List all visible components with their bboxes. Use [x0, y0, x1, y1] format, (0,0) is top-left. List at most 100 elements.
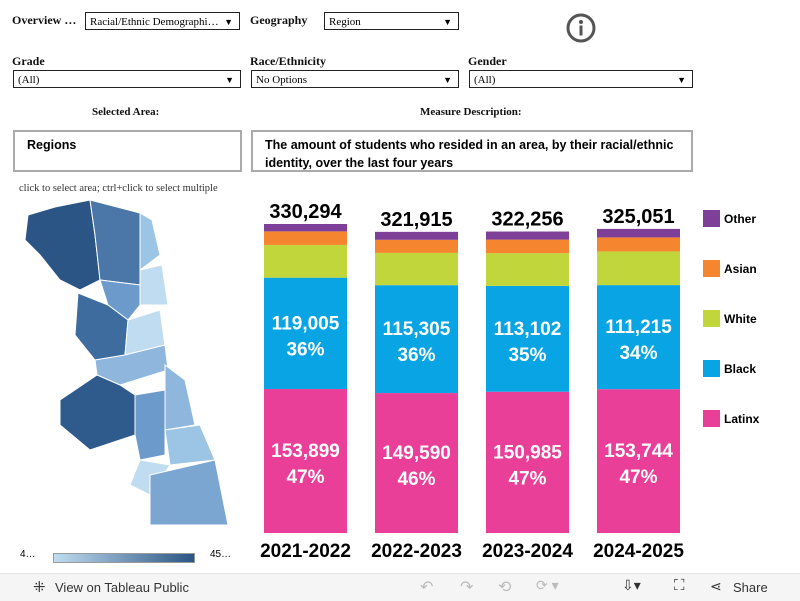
x-tick-label: 2021-2022	[260, 541, 351, 562]
revert-icon[interactable]: ⟲	[498, 579, 512, 596]
geography-dropdown[interactable]: Region ▼	[324, 12, 459, 30]
bar-segment-white[interactable]	[486, 253, 569, 286]
chevron-down-icon: ▼	[224, 17, 233, 27]
x-tick-label: 2023-2024	[482, 541, 573, 562]
race-dropdown[interactable]: No Options ▼	[251, 70, 459, 88]
measure-description-box: The amount of students who resided in an…	[251, 130, 693, 172]
total-label: 330,294	[269, 201, 342, 223]
tableau-logo-icon: ⁜	[33, 579, 46, 596]
fullscreen-icon[interactable]: ⛶	[674, 577, 685, 594]
data-label-percent: 47%	[619, 467, 657, 488]
data-label-value: 150,985	[493, 442, 562, 463]
legend-label: Asian	[724, 262, 757, 276]
bar-segment-latinx[interactable]	[486, 391, 569, 533]
data-label-value: 153,744	[604, 441, 673, 462]
gender-value: (All)	[474, 74, 496, 86]
bar-segment-black[interactable]	[597, 285, 680, 390]
chevron-down-icon: ▼	[443, 17, 452, 27]
selected-area-label: Selected Area:	[92, 106, 160, 118]
redo-icon[interactable]: ↷	[460, 579, 474, 596]
map-region	[24, 199, 101, 291]
geography-value: Region	[329, 16, 361, 28]
gender-dropdown[interactable]: (All) ▼	[469, 70, 693, 88]
legend-swatch-latinx	[703, 410, 720, 427]
legend-label: Black	[724, 362, 756, 376]
bar-segment-black[interactable]	[486, 285, 569, 392]
tableau-toolbar: ⁜ View on Tableau Public ↶ ↷ ⟲ ⟳ ▾ ⇩▾ ⛶ …	[0, 573, 800, 601]
bar-segment-asian[interactable]	[597, 237, 680, 252]
bar-segment-white[interactable]	[375, 252, 458, 286]
undo-icon[interactable]: ↶	[420, 579, 434, 596]
bar-segment-other[interactable]	[597, 228, 680, 238]
region-map[interactable]	[0, 195, 245, 530]
data-label-percent: 46%	[397, 469, 435, 490]
bar-segment-asian[interactable]	[486, 239, 569, 254]
data-label-percent: 36%	[286, 339, 324, 360]
legend-label: Other	[724, 212, 756, 226]
legend-label: Latinx	[724, 412, 760, 426]
bar-segment-other[interactable]	[264, 224, 347, 232]
map-hint: click to select area; ctrl+click to sele…	[19, 183, 218, 194]
map-legend-min: 4…	[20, 549, 36, 560]
data-label-value: 149,590	[382, 443, 451, 464]
chevron-down-icon: ▼	[677, 75, 686, 85]
map-region	[139, 212, 161, 271]
info-circle-icon[interactable]	[566, 13, 596, 43]
legend-swatch-black	[703, 360, 720, 377]
map-region	[134, 389, 166, 461]
overview-label: Overview …	[12, 13, 77, 27]
overview-dropdown[interactable]: Racial/Ethnic Demographi… ▼	[85, 12, 240, 30]
bar-segment-white[interactable]	[264, 244, 347, 278]
refresh-icon[interactable]: ⟳ ▾	[536, 577, 559, 593]
x-tick-label: 2022-2023	[371, 541, 462, 562]
bar-segment-other[interactable]	[486, 231, 569, 240]
share-icon[interactable]: ⋖	[710, 578, 722, 594]
total-label: 325,051	[602, 206, 674, 228]
data-label-value: 111,215	[605, 317, 672, 338]
bar-segment-black[interactable]	[375, 285, 458, 394]
bar-segment-latinx[interactable]	[597, 389, 680, 533]
map-color-legend	[53, 553, 195, 563]
download-icon[interactable]: ⇩▾	[622, 577, 641, 593]
data-label-percent: 47%	[508, 468, 546, 489]
view-on-tableau-link[interactable]: View on Tableau Public	[55, 580, 189, 595]
race-value: No Options	[256, 74, 308, 86]
grade-dropdown[interactable]: (All) ▼	[13, 70, 241, 88]
grade-value: (All)	[18, 74, 40, 86]
chevron-down-icon: ▼	[225, 75, 234, 85]
legend-swatch-asian	[703, 260, 720, 277]
grade-label: Grade	[12, 54, 45, 68]
data-label-value: 115,305	[383, 319, 451, 340]
data-label-percent: 35%	[508, 345, 546, 366]
bar-segment-white[interactable]	[597, 251, 680, 286]
data-label-value: 119,005	[272, 313, 340, 334]
map-region	[99, 279, 141, 321]
map-region	[164, 364, 196, 431]
legend-label: White	[724, 312, 757, 326]
race-label: Race/Ethnicity	[250, 54, 326, 68]
total-label: 322,256	[491, 209, 563, 231]
map-region	[164, 424, 216, 466]
data-label-value: 153,899	[271, 441, 340, 462]
bar-segment-latinx[interactable]	[375, 393, 458, 533]
bar-segment-other[interactable]	[375, 231, 458, 240]
measure-description-label: Measure Description:	[420, 106, 522, 118]
total-label: 321,915	[380, 209, 452, 231]
chevron-down-icon: ▼	[443, 75, 452, 85]
map-legend-max: 45…	[210, 549, 232, 560]
bar-segment-asian[interactable]	[375, 239, 458, 253]
gender-label: Gender	[468, 54, 507, 68]
map-region	[149, 459, 229, 526]
legend-swatch-white	[703, 310, 720, 327]
map-region	[139, 264, 169, 306]
share-button[interactable]: Share	[733, 580, 768, 595]
stacked-bar-chart: 153,899 47% 119,005 36% 330,294 2021-2022 149,…	[260, 201, 760, 562]
bar-segment-asian[interactable]	[264, 231, 347, 245]
data-label-percent: 34%	[619, 343, 657, 364]
selected-area-box: Regions	[13, 130, 242, 172]
bar-segment-black[interactable]	[264, 277, 347, 390]
overview-value: Racial/Ethnic Demographi…	[90, 16, 219, 28]
bar-segment-latinx[interactable]	[264, 389, 347, 533]
data-label-percent: 36%	[397, 345, 435, 366]
x-tick-label: 2024-2025	[593, 541, 684, 562]
